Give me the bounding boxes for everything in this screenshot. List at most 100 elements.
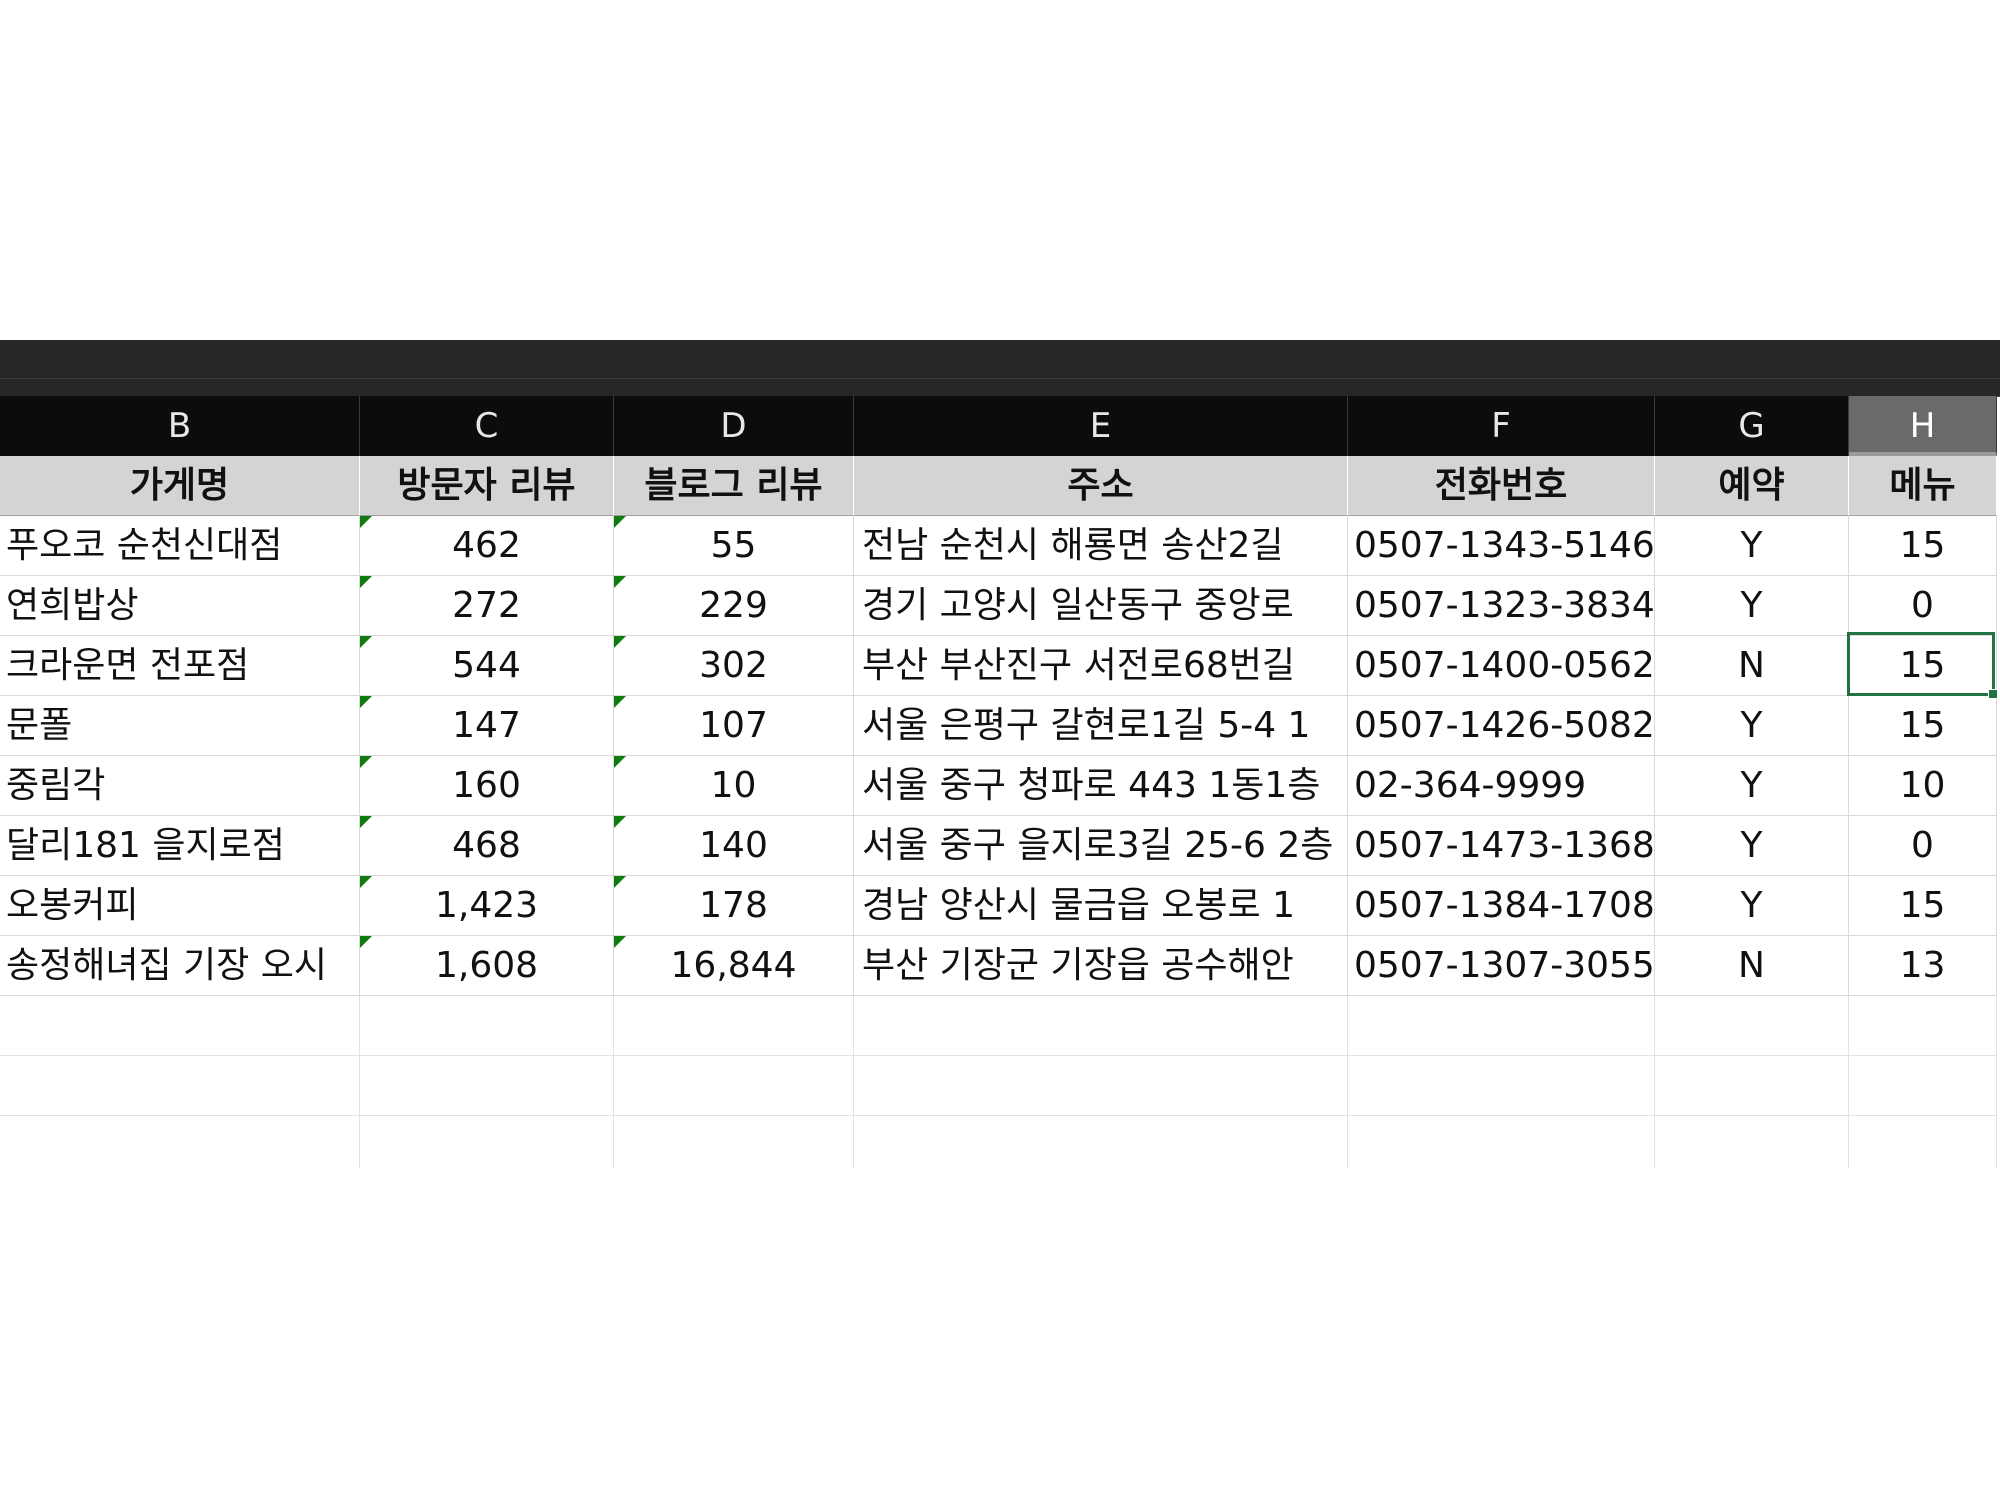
- cell-reservation[interactable]: N: [1655, 936, 1849, 996]
- column-header-h[interactable]: H: [1849, 396, 1997, 456]
- worksheet-grid: B C D E F G H 가게명 방문자 리뷰 블로그 리뷰 주소 전화번호 …: [0, 396, 2000, 1168]
- cell-store-name[interactable]: 송정해녀집 기장 오시: [0, 936, 360, 996]
- cell-menu[interactable]: 15: [1849, 516, 1997, 576]
- cell-phone[interactable]: 0507-1343-5146: [1348, 516, 1655, 576]
- cell-address[interactable]: 서울 중구 청파로 443 1동1층: [854, 756, 1348, 816]
- cell-reservation[interactable]: Y: [1655, 756, 1849, 816]
- cell-visitor-review[interactable]: 147: [360, 696, 614, 756]
- cell-blog-review[interactable]: 55: [614, 516, 854, 576]
- column-header-c[interactable]: C: [360, 396, 614, 456]
- cell-blog-review[interactable]: 10: [614, 756, 854, 816]
- empty-cell[interactable]: [854, 1116, 1348, 1168]
- cell-menu[interactable]: 10: [1849, 756, 1997, 816]
- empty-cell[interactable]: [1849, 996, 1997, 1056]
- cell-blog-review[interactable]: 16,844: [614, 936, 854, 996]
- number-as-text-marker: [360, 636, 372, 648]
- cell-phone[interactable]: 0507-1426-5082: [1348, 696, 1655, 756]
- cell-visitor-review[interactable]: 160: [360, 756, 614, 816]
- empty-cell[interactable]: [1849, 1056, 1997, 1116]
- header-cell-blog-review[interactable]: 블로그 리뷰: [614, 456, 854, 516]
- empty-cell[interactable]: [1655, 1116, 1849, 1168]
- empty-cell[interactable]: [360, 1116, 614, 1168]
- cell-store-name[interactable]: 오봉커피: [0, 876, 360, 936]
- cell-blog-review[interactable]: 107: [614, 696, 854, 756]
- cell-menu[interactable]: 0: [1849, 816, 1997, 876]
- cell-menu[interactable]: 15: [1849, 636, 1997, 696]
- cell-phone[interactable]: 0507-1307-3055: [1348, 936, 1655, 996]
- cell-phone[interactable]: 02-364-9999: [1348, 756, 1655, 816]
- cell-phone[interactable]: 0507-1400-0562: [1348, 636, 1655, 696]
- empty-row: [0, 996, 2000, 1056]
- empty-cell[interactable]: [1655, 996, 1849, 1056]
- empty-cell[interactable]: [1348, 996, 1655, 1056]
- empty-cell[interactable]: [0, 996, 360, 1056]
- header-cell-phone[interactable]: 전화번호: [1348, 456, 1655, 516]
- ribbon-strip: [0, 340, 2000, 397]
- cell-menu[interactable]: 0: [1849, 576, 1997, 636]
- column-header-f[interactable]: F: [1348, 396, 1655, 456]
- header-cell-visitor-review[interactable]: 방문자 리뷰: [360, 456, 614, 516]
- cell-store-name[interactable]: 연희밥상: [0, 576, 360, 636]
- cell-store-name[interactable]: 달리181 을지로점: [0, 816, 360, 876]
- empty-cell[interactable]: [854, 996, 1348, 1056]
- cell-phone[interactable]: 0507-1473-1368: [1348, 816, 1655, 876]
- empty-cell[interactable]: [1655, 1056, 1849, 1116]
- table-row: 송정해녀집 기장 오시 1,608 16,844 부산 기장군 기장읍 공수해안…: [0, 936, 2000, 996]
- cell-reservation[interactable]: Y: [1655, 576, 1849, 636]
- cell-blog-review[interactable]: 229: [614, 576, 854, 636]
- cell-visitor-review[interactable]: 272: [360, 576, 614, 636]
- cell-phone[interactable]: 0507-1323-3834: [1348, 576, 1655, 636]
- column-header-g[interactable]: G: [1655, 396, 1849, 456]
- number-as-text-marker: [360, 756, 372, 768]
- empty-cell[interactable]: [360, 996, 614, 1056]
- cell-menu[interactable]: 13: [1849, 936, 1997, 996]
- cell-visitor-review[interactable]: 468: [360, 816, 614, 876]
- table-row: 푸오코 순천신대점 462 55 전남 순천시 해룡면 송산2길 0507-13…: [0, 516, 2000, 576]
- cell-address[interactable]: 부산 부산진구 서전로68번길: [854, 636, 1348, 696]
- empty-cell[interactable]: [1849, 1116, 1997, 1168]
- empty-cell[interactable]: [614, 996, 854, 1056]
- cell-address[interactable]: 서울 은평구 갈현로1길 5-4 1: [854, 696, 1348, 756]
- number-as-text-marker: [360, 696, 372, 708]
- number-as-text-marker: [360, 516, 372, 528]
- empty-cell[interactable]: [1348, 1056, 1655, 1116]
- header-cell-reservation[interactable]: 예약: [1655, 456, 1849, 516]
- header-cell-store-name[interactable]: 가게명: [0, 456, 360, 516]
- cell-address[interactable]: 서울 중구 을지로3길 25-6 2층: [854, 816, 1348, 876]
- column-header-b[interactable]: B: [0, 396, 360, 456]
- cell-visitor-review[interactable]: 1,608: [360, 936, 614, 996]
- cell-visitor-review[interactable]: 462: [360, 516, 614, 576]
- cell-reservation[interactable]: Y: [1655, 696, 1849, 756]
- cell-address[interactable]: 경남 양산시 물금읍 오봉로 1: [854, 876, 1348, 936]
- cell-address[interactable]: 부산 기장군 기장읍 공수해안: [854, 936, 1348, 996]
- cell-reservation[interactable]: Y: [1655, 876, 1849, 936]
- empty-cell[interactable]: [1348, 1116, 1655, 1168]
- cell-blog-review[interactable]: 178: [614, 876, 854, 936]
- cell-blog-review[interactable]: 302: [614, 636, 854, 696]
- cell-address[interactable]: 전남 순천시 해룡면 송산2길: [854, 516, 1348, 576]
- cell-reservation[interactable]: Y: [1655, 816, 1849, 876]
- column-header-d[interactable]: D: [614, 396, 854, 456]
- cell-store-name[interactable]: 문폴: [0, 696, 360, 756]
- cell-store-name[interactable]: 크라운면 전포점: [0, 636, 360, 696]
- cell-store-name[interactable]: 푸오코 순천신대점: [0, 516, 360, 576]
- cell-address[interactable]: 경기 고양시 일산동구 중앙로: [854, 576, 1348, 636]
- column-header-e[interactable]: E: [854, 396, 1348, 456]
- cell-phone[interactable]: 0507-1384-1708: [1348, 876, 1655, 936]
- empty-cell[interactable]: [360, 1056, 614, 1116]
- empty-cell[interactable]: [854, 1056, 1348, 1116]
- cell-visitor-review[interactable]: 1,423: [360, 876, 614, 936]
- cell-menu[interactable]: 15: [1849, 696, 1997, 756]
- empty-cell[interactable]: [614, 1056, 854, 1116]
- cell-store-name[interactable]: 중림각: [0, 756, 360, 816]
- cell-reservation[interactable]: N: [1655, 636, 1849, 696]
- cell-menu[interactable]: 15: [1849, 876, 1997, 936]
- cell-reservation[interactable]: Y: [1655, 516, 1849, 576]
- cell-visitor-review[interactable]: 544: [360, 636, 614, 696]
- header-cell-address[interactable]: 주소: [854, 456, 1348, 516]
- empty-cell[interactable]: [0, 1056, 360, 1116]
- header-cell-menu[interactable]: 메뉴: [1849, 456, 1997, 516]
- cell-blog-review[interactable]: 140: [614, 816, 854, 876]
- empty-cell[interactable]: [0, 1116, 360, 1168]
- empty-cell[interactable]: [614, 1116, 854, 1168]
